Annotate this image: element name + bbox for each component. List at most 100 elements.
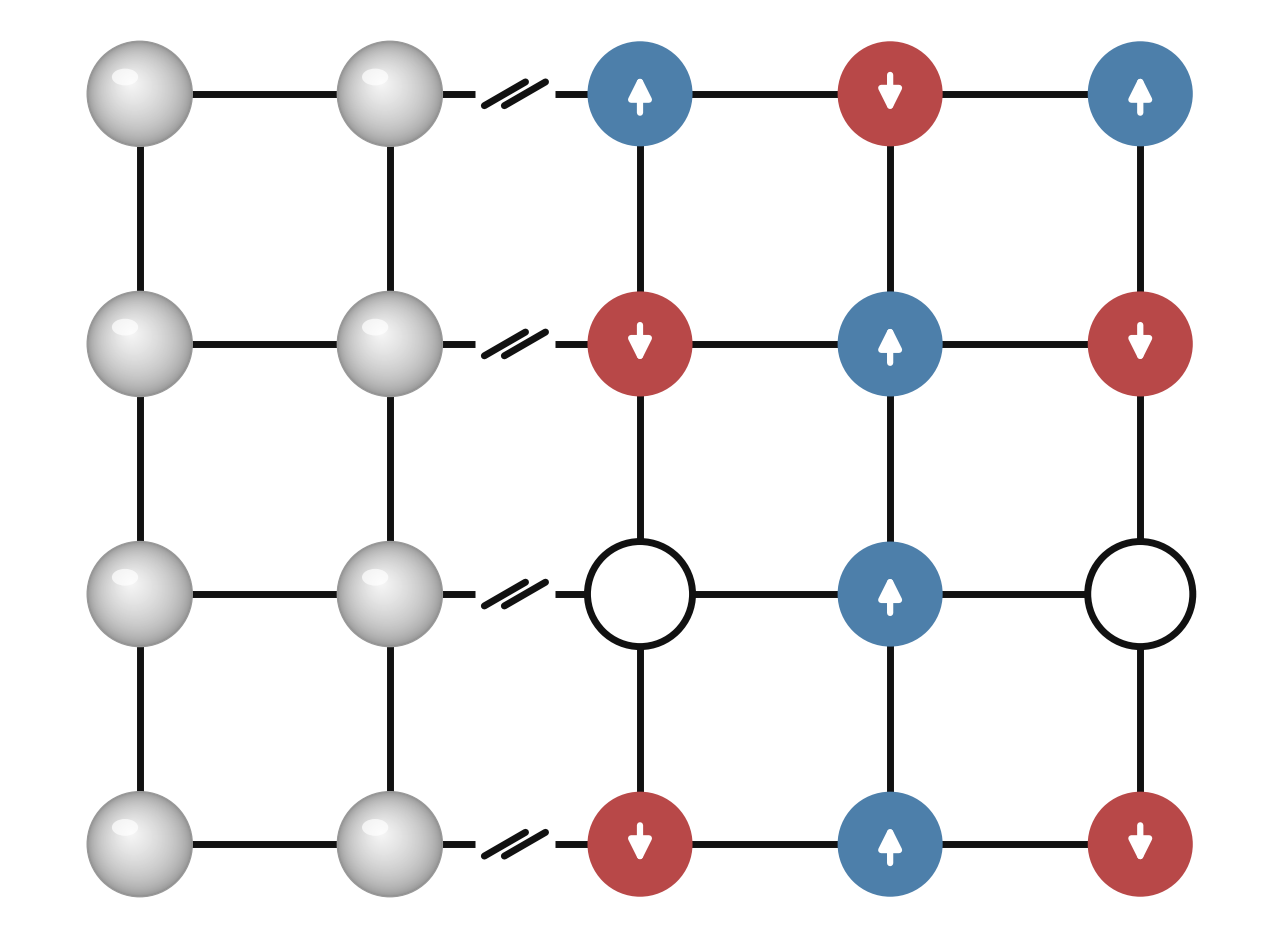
Circle shape <box>99 52 177 130</box>
Circle shape <box>372 325 392 344</box>
Circle shape <box>355 57 417 121</box>
Circle shape <box>360 313 410 362</box>
Circle shape <box>357 60 415 117</box>
Circle shape <box>355 558 417 621</box>
Circle shape <box>129 81 132 84</box>
Circle shape <box>375 577 389 591</box>
Circle shape <box>88 542 191 645</box>
Circle shape <box>119 572 146 598</box>
Circle shape <box>369 322 397 350</box>
Circle shape <box>357 810 413 867</box>
Circle shape <box>352 305 421 375</box>
Circle shape <box>351 54 422 126</box>
Circle shape <box>376 579 387 589</box>
Circle shape <box>96 50 179 132</box>
Circle shape <box>356 310 416 369</box>
Circle shape <box>370 322 396 348</box>
Circle shape <box>90 794 188 892</box>
Circle shape <box>371 73 394 96</box>
Circle shape <box>123 825 142 844</box>
Circle shape <box>1088 292 1193 397</box>
Circle shape <box>349 302 426 379</box>
Circle shape <box>374 576 389 592</box>
Circle shape <box>378 80 384 86</box>
Circle shape <box>360 63 410 113</box>
Circle shape <box>99 53 175 129</box>
Circle shape <box>125 78 137 89</box>
Circle shape <box>347 800 429 883</box>
Circle shape <box>88 292 191 396</box>
Circle shape <box>365 818 403 856</box>
Circle shape <box>125 327 137 340</box>
Circle shape <box>342 45 436 140</box>
Circle shape <box>129 831 132 835</box>
Circle shape <box>104 808 169 872</box>
Circle shape <box>338 541 443 646</box>
Circle shape <box>342 295 436 390</box>
Circle shape <box>105 309 166 370</box>
Circle shape <box>99 552 175 629</box>
Circle shape <box>348 552 428 630</box>
Circle shape <box>115 818 152 855</box>
Circle shape <box>369 571 398 600</box>
Circle shape <box>95 49 180 134</box>
Circle shape <box>339 42 440 144</box>
Circle shape <box>339 43 439 144</box>
Circle shape <box>365 818 402 855</box>
Circle shape <box>93 797 184 888</box>
Circle shape <box>356 59 416 118</box>
Circle shape <box>837 792 942 897</box>
Circle shape <box>370 72 396 98</box>
Circle shape <box>104 307 169 371</box>
Circle shape <box>346 50 430 133</box>
Circle shape <box>352 306 421 374</box>
Circle shape <box>113 816 155 858</box>
Circle shape <box>125 578 137 590</box>
Circle shape <box>371 325 393 345</box>
Circle shape <box>365 568 402 605</box>
Circle shape <box>347 801 428 882</box>
Circle shape <box>351 805 422 876</box>
Circle shape <box>125 828 137 840</box>
Circle shape <box>90 43 189 144</box>
Ellipse shape <box>111 319 138 336</box>
Circle shape <box>353 307 420 373</box>
Circle shape <box>370 573 394 598</box>
Circle shape <box>353 56 420 123</box>
Circle shape <box>346 299 431 385</box>
Circle shape <box>88 543 191 644</box>
Ellipse shape <box>362 819 388 836</box>
Circle shape <box>360 813 411 864</box>
Circle shape <box>90 794 189 894</box>
Circle shape <box>372 75 392 94</box>
Circle shape <box>128 329 134 337</box>
Circle shape <box>364 66 406 108</box>
Circle shape <box>93 547 184 638</box>
Circle shape <box>123 75 142 94</box>
Circle shape <box>349 53 426 129</box>
Circle shape <box>344 48 433 137</box>
Circle shape <box>372 575 392 595</box>
Circle shape <box>349 53 425 129</box>
Circle shape <box>115 68 152 105</box>
Circle shape <box>374 326 389 342</box>
Circle shape <box>104 57 169 122</box>
Circle shape <box>338 292 442 396</box>
Circle shape <box>88 42 191 145</box>
Circle shape <box>344 549 433 636</box>
Circle shape <box>93 798 183 887</box>
Circle shape <box>357 310 415 368</box>
Circle shape <box>340 44 438 142</box>
Circle shape <box>99 302 177 381</box>
Circle shape <box>124 326 140 342</box>
Circle shape <box>102 556 169 623</box>
Circle shape <box>96 300 179 383</box>
Circle shape <box>129 832 132 834</box>
Circle shape <box>116 69 150 102</box>
Circle shape <box>348 802 428 881</box>
Circle shape <box>114 567 154 607</box>
Circle shape <box>380 82 381 83</box>
Circle shape <box>116 569 150 603</box>
Circle shape <box>369 71 397 99</box>
Circle shape <box>116 320 150 353</box>
